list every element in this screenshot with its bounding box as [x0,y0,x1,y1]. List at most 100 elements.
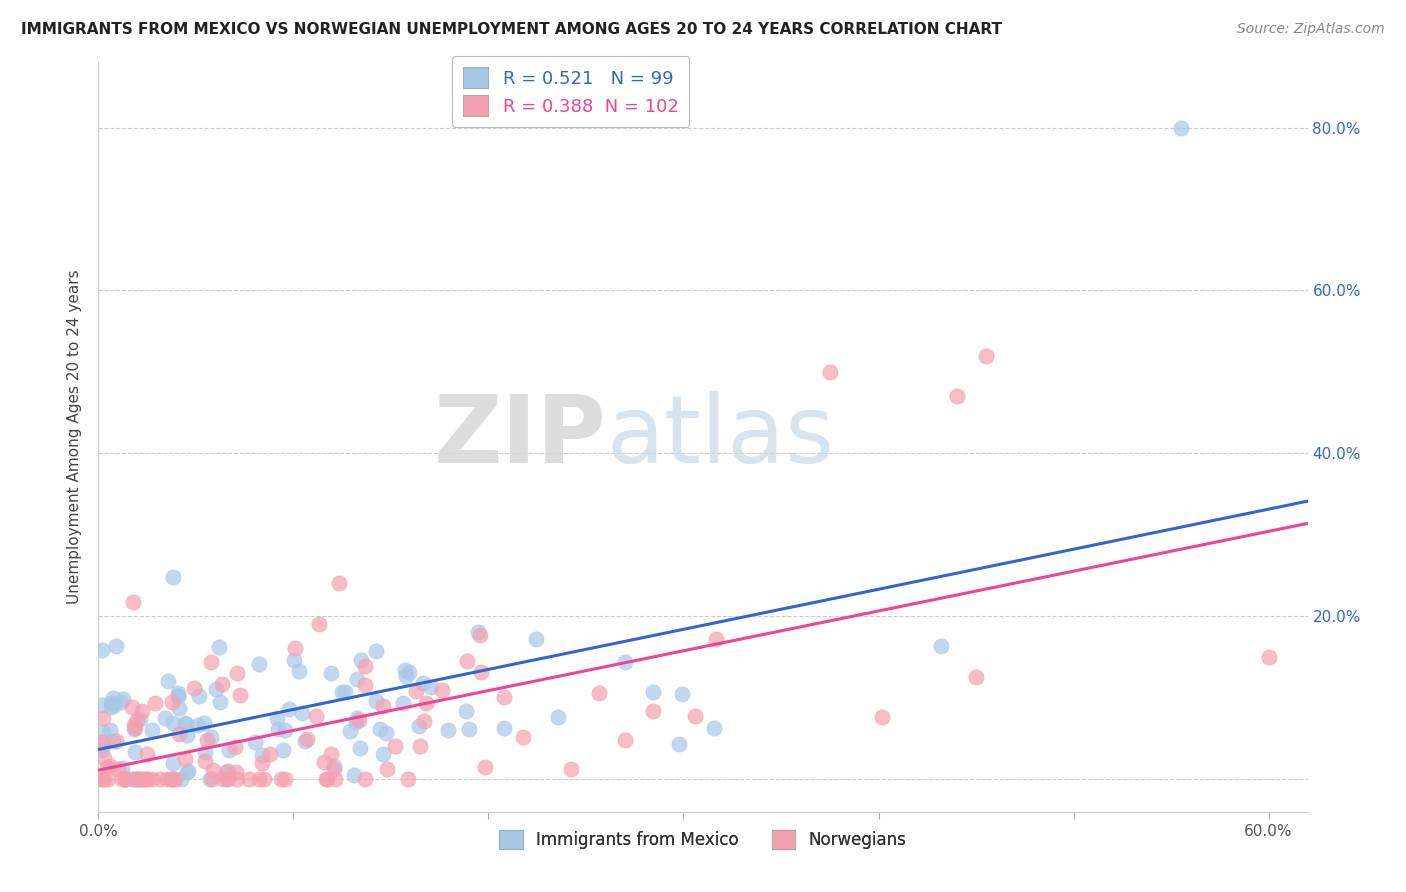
Point [156,772,179,786]
Point [121,700,143,714]
Point [93,751,115,765]
Point [103,698,125,713]
Point [215,772,238,786]
Text: ZIP: ZIP [433,391,606,483]
Point [685,709,707,723]
Point [127,772,149,786]
Point [91,735,114,749]
Point [160,695,183,709]
Point [124,772,146,786]
Point [111,692,134,706]
Point [162,716,184,731]
Point [101,734,124,748]
Point [225,665,247,680]
Point [141,723,163,737]
Point [194,754,217,768]
Point [160,772,183,786]
Point [870,709,893,723]
Point [128,772,150,786]
Point [319,666,342,681]
Point [135,772,157,786]
Point [671,687,693,701]
Point [321,747,343,761]
Text: atlas: atlas [606,391,835,483]
Point [93,772,115,786]
Point [560,762,582,776]
Point [250,756,273,770]
Point [132,772,155,786]
Legend: Immigrants from Mexico, Norwegians: Immigrants from Mexico, Norwegians [492,823,914,855]
Point [259,747,281,761]
Point [415,696,437,710]
Point [224,739,246,754]
Point [114,772,136,786]
Point [394,663,416,677]
Point [308,617,330,632]
Point [129,712,152,726]
Point [91,739,114,753]
Point [375,762,398,776]
Point [494,722,516,736]
Point [294,734,316,748]
Text: Source: ZipAtlas.com: Source: ZipAtlas.com [1237,22,1385,37]
Point [312,755,335,769]
Point [668,737,690,751]
Point [243,735,266,749]
Point [253,772,276,786]
Point [297,732,319,747]
Point [187,689,209,703]
Point [105,733,128,747]
Point [91,642,114,657]
Point [408,719,430,733]
Point [167,727,190,741]
Point [818,365,841,379]
Point [212,772,235,786]
Point [344,714,367,729]
Point [392,697,415,711]
Point [413,714,436,728]
Point [353,659,375,673]
Point [346,711,368,725]
Point [160,772,183,786]
Point [187,718,209,732]
Point [211,677,233,691]
Point [1257,649,1279,664]
Point [100,697,122,711]
Point [252,747,274,762]
Point [121,772,143,786]
Point [201,763,224,777]
Point [373,698,395,713]
Point [166,690,188,704]
Point [200,655,222,669]
Point [136,747,159,761]
Point [929,639,952,653]
Point [1170,120,1192,135]
Point [588,686,610,700]
Point [91,772,114,786]
Point [193,716,215,731]
Point [166,686,188,700]
Point [141,772,163,786]
Point [364,693,387,707]
Point [354,678,377,692]
Point [703,721,725,735]
Point [101,691,124,706]
Point [198,772,221,786]
Point [409,739,432,753]
Point [170,772,193,786]
Point [122,718,145,732]
Point [174,716,197,731]
Point [100,699,122,714]
Point [201,772,224,786]
Point [274,723,297,738]
Point [195,733,218,747]
Point [432,683,454,698]
Point [366,644,388,658]
Point [335,685,357,699]
Point [974,349,997,363]
Point [225,772,247,786]
Point [162,570,184,584]
Point [208,640,231,654]
Point [156,673,179,688]
Point [547,710,569,724]
